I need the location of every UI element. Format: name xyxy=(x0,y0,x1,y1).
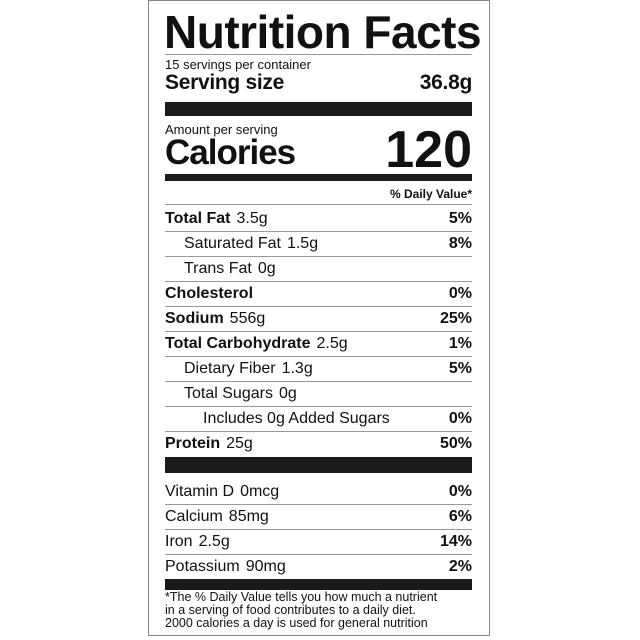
nutrient-name-amount: Cholesterol xyxy=(165,285,259,303)
thick-divider xyxy=(165,457,472,473)
serving-size-label: Serving size xyxy=(165,71,284,94)
daily-value-percent: 2% xyxy=(448,557,472,575)
nutrient-name: Total Sugars xyxy=(184,384,273,402)
nutrient-name: Calcium xyxy=(165,507,223,525)
daily-value-percent: 0% xyxy=(448,409,472,427)
daily-value-percent: 8% xyxy=(448,234,472,252)
daily-value-percent: 25% xyxy=(439,309,472,327)
label-title: Nutrition Facts xyxy=(164,6,482,58)
nutrient-amount: 1.3g xyxy=(281,359,313,377)
daily-value-percent: 5% xyxy=(448,359,472,377)
nutrient-row: Iron 2.5g 14% xyxy=(165,529,472,554)
amount-per-serving: Amount per serving xyxy=(165,122,278,137)
nutrient-name-amount: Trans Fat 0g xyxy=(165,260,276,278)
nutrient-name-amount: Vitamin D 0mcg xyxy=(165,483,279,501)
nutrient-name-amount: Total Carbohydrate 2.5g xyxy=(165,335,348,353)
nutrient-name: Trans Fat xyxy=(184,259,252,277)
nutrient-row: Vitamin D 0mcg 0% xyxy=(165,479,472,504)
nutrient-amount: 2.5g xyxy=(198,532,230,550)
nutrient-name-amount: Includes 0g Added Sugars xyxy=(165,410,396,428)
divider xyxy=(165,306,472,307)
nutrient-row: Total Sugars 0g xyxy=(165,381,472,406)
daily-value-percent: 14% xyxy=(439,532,472,550)
nutrient-amount: 0g xyxy=(257,259,276,277)
divider xyxy=(165,431,472,432)
nutrient-name-amount: Total Sugars 0g xyxy=(165,385,297,403)
nutrient-amount: 25g xyxy=(226,434,253,452)
calories-row: Calories 120 xyxy=(165,124,472,176)
nutrient-row: Trans Fat 0g xyxy=(165,256,472,281)
nutrient-name: Sodium xyxy=(165,309,224,327)
nutrient-name: Vitamin D xyxy=(165,482,235,500)
daily-value-header: % Daily Value* xyxy=(389,187,472,201)
daily-value-percent: 6% xyxy=(448,507,472,525)
divider xyxy=(165,231,472,232)
footnote-line: 2000 calories a day is used for general … xyxy=(165,616,428,630)
daily-value-percent: 0% xyxy=(448,284,472,302)
nutrient-name-amount: Sodium 556g xyxy=(165,310,265,328)
servings-per-container: 15 servings per container xyxy=(165,57,311,72)
divider xyxy=(165,331,472,332)
thick-divider xyxy=(165,579,472,590)
divider xyxy=(165,356,472,357)
nutrient-row: Dietary Fiber 1.3g 5% xyxy=(165,356,472,381)
nutrient-name: Saturated Fat xyxy=(184,234,281,252)
divider xyxy=(165,54,472,55)
daily-value-percent: 50% xyxy=(439,434,472,452)
daily-value-percent: 5% xyxy=(448,209,472,227)
nutrient-name: Iron xyxy=(165,532,193,550)
nutrient-amount: 1.5g xyxy=(286,234,319,252)
daily-value-percent: 0% xyxy=(448,482,472,500)
nutrient-name: Includes 0g Added Sugars xyxy=(203,409,390,427)
daily-value-percent: 1% xyxy=(448,334,472,352)
nutrient-amount: 85mg xyxy=(228,507,269,525)
nutrient-row: Protein 25g 50% xyxy=(165,431,472,456)
calories-value: 120 xyxy=(385,121,472,179)
nutrient-name: Potassium xyxy=(165,557,240,575)
serving-size-value: 36.8g xyxy=(419,71,473,94)
nutrient-name: Cholesterol xyxy=(165,284,254,302)
nutrient-amount: 0mcg xyxy=(240,482,280,500)
nutrient-name: Total Fat xyxy=(165,209,231,227)
footnote-line: *The % Daily Value tells you how much a … xyxy=(165,590,438,604)
nutrient-name-amount: Protein 25g xyxy=(165,435,253,453)
nutrient-row: Calcium 85mg 6% xyxy=(165,504,472,529)
nutrient-amount: 2.5g xyxy=(316,334,348,352)
nutrient-row: Potassium 90mg 2% xyxy=(165,554,472,579)
nutrient-name: Total Carbohydrate xyxy=(165,334,311,352)
nutrient-amount: 90mg xyxy=(245,557,286,575)
nutrient-name-amount: Potassium 90mg xyxy=(165,558,286,576)
divider xyxy=(165,381,472,382)
divider xyxy=(165,256,472,257)
nutrient-row: Saturated Fat 1.5g 8% xyxy=(165,231,472,256)
nutrient-row: Cholesterol 0% xyxy=(165,281,472,306)
divider xyxy=(165,406,472,407)
divider xyxy=(165,281,472,282)
nutrient-row: Total Carbohydrate 2.5g 1% xyxy=(165,331,472,356)
nutrient-amount: 0g xyxy=(278,384,297,402)
nutrient-name-amount: Total Fat 3.5g xyxy=(165,210,268,228)
divider xyxy=(165,554,472,555)
nutrient-name: Dietary Fiber xyxy=(184,359,276,377)
thick-divider xyxy=(165,102,472,116)
calories-label: Calories xyxy=(165,133,296,172)
nutrient-row: Includes 0g Added Sugars 0% xyxy=(165,406,472,431)
nutrient-row: Total Fat 3.5g 5% xyxy=(165,206,472,231)
nutrient-name-amount: Saturated Fat 1.5g xyxy=(165,235,318,253)
medium-divider xyxy=(165,174,472,181)
serving-size-row: Serving size 36.8g xyxy=(165,71,472,95)
nutrient-name-amount: Calcium 85mg xyxy=(165,508,269,526)
footnote-line: in a serving of food contributes to a da… xyxy=(165,603,416,617)
nutrient-name: Protein xyxy=(165,434,221,452)
divider xyxy=(165,504,472,505)
nutrition-facts-label: Nutrition Facts 15 servings per containe… xyxy=(148,0,490,636)
nutrient-amount: 556g xyxy=(229,309,266,327)
nutrient-row: Sodium 556g 25% xyxy=(165,306,472,331)
nutrient-amount: 3.5g xyxy=(236,209,268,227)
divider xyxy=(165,529,472,530)
nutrient-name-amount: Dietary Fiber 1.3g xyxy=(165,360,313,378)
divider xyxy=(165,204,472,205)
footnote: *The % Daily Value tells you how much a … xyxy=(165,591,472,630)
nutrient-name-amount: Iron 2.5g xyxy=(165,533,230,551)
